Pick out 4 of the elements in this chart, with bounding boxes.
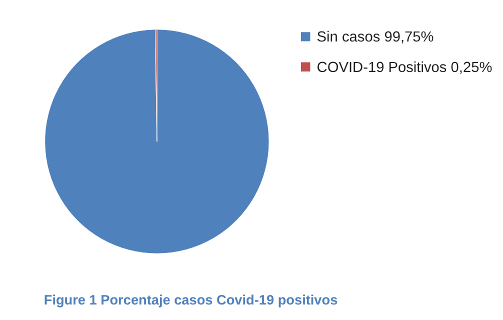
text: Figure 1 Porcentaje casos Covid-19 positivos <box>44 292 338 308</box>
pie-slice <box>44 29 270 254</box>
legend-label: Sin casos 99,75% <box>316 30 434 46</box>
legend-label: COVID-19 Positivos 0,25% <box>316 60 492 76</box>
